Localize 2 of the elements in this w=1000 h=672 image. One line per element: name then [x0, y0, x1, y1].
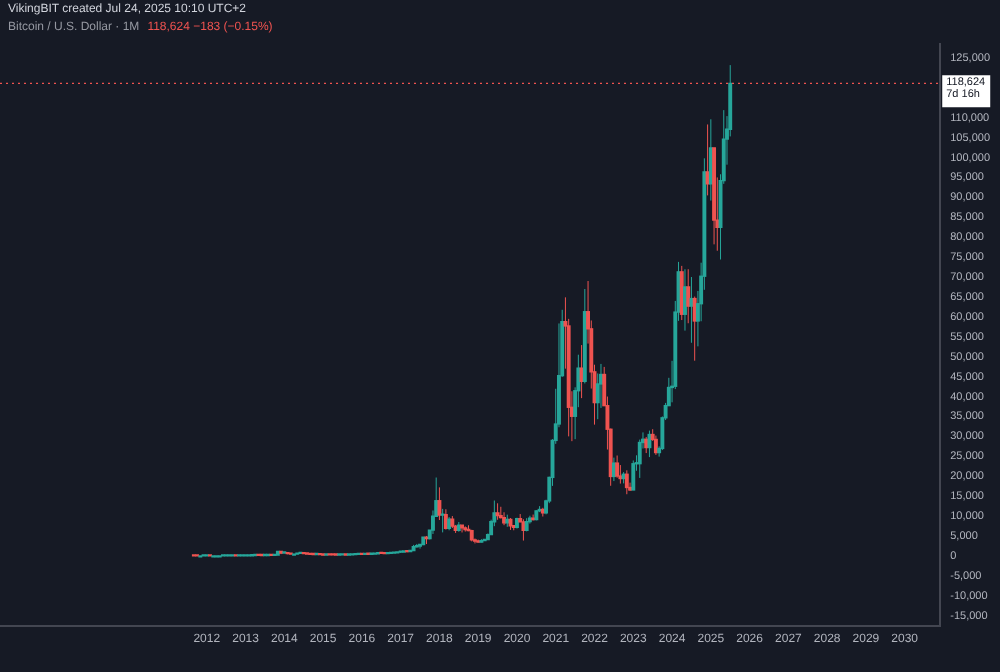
- candlestick: [689, 276, 694, 344]
- candlestick: [437, 486, 442, 521]
